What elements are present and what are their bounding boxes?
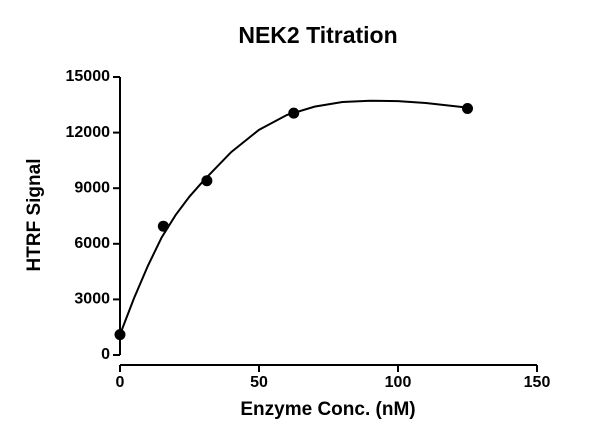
y-tick-label: 0 [101, 346, 110, 363]
y-axis-label: HTRF Signal [24, 159, 45, 272]
x-tick-label: 0 [116, 374, 125, 391]
data-point [462, 103, 473, 115]
data-point [288, 107, 300, 119]
y-tick-label: 12000 [66, 124, 111, 141]
x-tick-label: 150 [524, 374, 551, 391]
y-tick-label: 9000 [74, 179, 110, 196]
data-point [201, 175, 213, 187]
y-tick-label: 15000 [66, 68, 111, 85]
x-tick-label: 100 [385, 374, 412, 391]
x-axis-label: Enzyme Conc. (nM) [240, 399, 415, 420]
y-tick-label: 6000 [74, 235, 110, 252]
y-tick-label: 3000 [74, 291, 110, 308]
x-tick-label: 50 [250, 374, 268, 391]
data-point [114, 329, 126, 341]
fit-curve [119, 99, 468, 335]
chart-title: NEK2 Titration [238, 22, 397, 48]
data-point [157, 220, 169, 232]
